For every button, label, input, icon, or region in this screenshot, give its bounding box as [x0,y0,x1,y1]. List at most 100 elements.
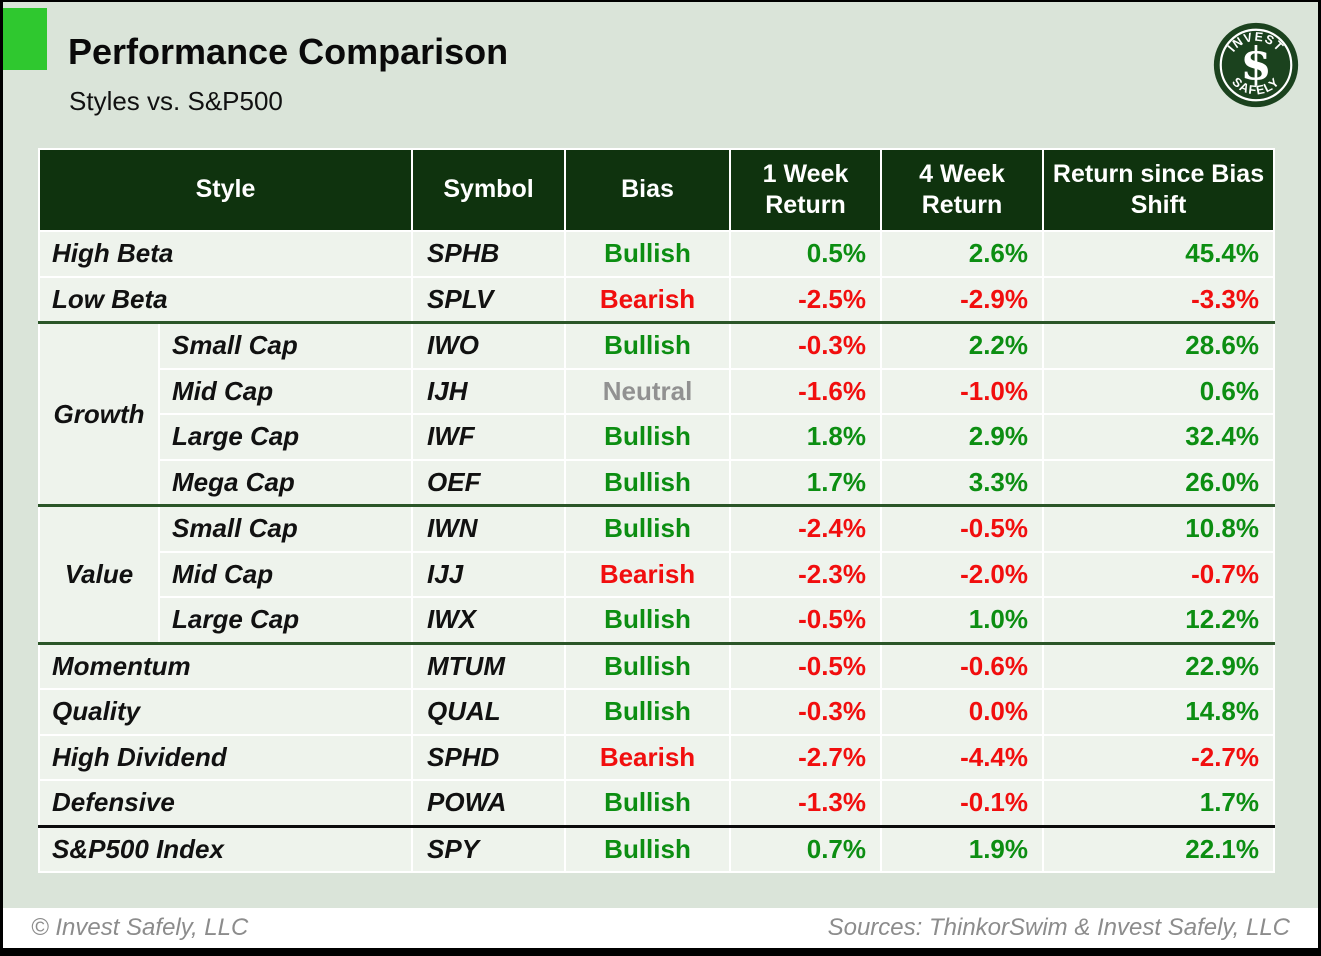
table-row: Defensive POWA Bullish -1.3% -0.1% 1.7% [37,779,1276,828]
symbol-cell: SPHB [411,230,567,278]
style-cell: Low Beta [37,275,414,324]
four-week-return-cell: 1.0% [880,596,1045,645]
four-week-return-cell: 3.3% [880,458,1045,507]
bias-cell: Bullish [564,458,732,507]
return-since-bias-shift-cell: 1.7% [1042,779,1276,828]
table-row: Low Beta SPLV Bearish -2.5% -2.9% -3.3% [37,275,1276,324]
four-week-return-cell: 2.6% [880,230,1045,278]
style-cell: High Beta [37,230,414,278]
symbol-cell: OEF [411,458,567,507]
one-week-return-cell: -1.6% [729,367,883,415]
bias-cell: Bullish [564,779,732,828]
symbol-cell: MTUM [411,642,567,690]
bias-cell: Bullish [564,230,732,278]
style-cell: Quality [37,688,414,736]
symbol-cell: IWN [411,504,567,553]
table-row: High Dividend SPHD Bearish -2.7% -4.4% -2.7% [37,733,1276,781]
invest-safely-logo-icon: INVEST SAFELY $ [1213,22,1299,108]
bias-cell: Bearish [564,550,732,598]
return-since-bias-shift-cell: -0.7% [1042,550,1276,598]
one-week-return-cell: -0.5% [729,596,883,645]
table-row: Large Cap IWX Bullish -0.5% 1.0% 12.2% [39,596,1276,645]
bias-cell: Bullish [564,688,732,736]
style-cell: Mid Cap [157,367,414,415]
return-since-bias-shift-cell: 14.8% [1042,688,1276,736]
sources-text: Sources: ThinkorSwim & Invest Safely, LL… [827,914,1290,941]
one-week-return-cell: -0.3% [729,688,883,736]
symbol-cell: IWX [411,596,567,645]
logo-dollar-monogram: $ [1240,37,1271,90]
return-since-bias-shift-cell: 22.1% [1042,825,1276,873]
header-row: Style Symbol Bias 1 Week Return 4 Week R… [37,148,1276,232]
accent-square [3,8,47,70]
table-row: Value Small Cap IWN Bullish -2.4% -0.5% 10.8% [38,504,1276,645]
four-week-return-cell: 1.9% [880,825,1045,873]
table-row: Quality QUAL Bullish -0.3% 0.0% 14.8% [37,688,1276,736]
bias-cell: Bullish [564,321,732,370]
return-since-bias-shift-cell: 12.2% [1042,596,1276,645]
logo-bottom-text: SAFELY [1229,75,1281,98]
one-week-return-cell: -2.7% [729,733,883,781]
symbol-cell: IJH [411,367,567,415]
bias-cell: Bullish [564,596,732,645]
four-week-return-cell: -0.1% [880,779,1045,828]
bias-cell: Neutral [564,367,732,415]
style-cell: Defensive [37,779,414,828]
page-title: Performance Comparison [68,31,509,72]
table-row: Large Cap IWF Bullish 1.8% 2.9% 32.4% [39,413,1276,461]
return-since-bias-shift-cell: 28.6% [1042,321,1276,370]
svg-text:SAFELY: SAFELY [1229,75,1282,98]
one-week-return-cell: 1.8% [729,413,883,461]
four-week-return-cell: -4.4% [880,733,1045,781]
four-week-return-cell: -2.0% [880,550,1045,598]
style-cell: Mid Cap [157,550,414,598]
symbol-cell: IJJ [411,550,567,598]
return-since-bias-shift-cell: 26.0% [1042,458,1276,507]
table-row: S&P500 Index SPY Bullish 0.7% 1.9% 22.1% [37,825,1276,873]
table-row: Growth Small Cap IWO Bullish -0.3% 2.2% 28.6% [38,321,1276,507]
symbol-cell: QUAL [411,688,567,736]
one-week-return-cell: 0.7% [729,825,883,873]
four-week-return-cell: 0.0% [880,688,1045,736]
symbol-cell: POWA [411,779,567,828]
symbol-cell: SPY [411,825,567,873]
four-week-return-cell: -0.5% [880,504,1045,553]
performance-table-wrap: Style Symbol Bias 1 Week Return 4 Week R… [37,148,1276,873]
style-cell: S&P500 Index [37,825,414,873]
table-row: Mega Cap OEF Bullish 1.7% 3.3% 26.0% [39,458,1276,507]
style-cell: Large Cap [157,413,414,461]
one-week-return-cell: -0.5% [729,642,883,690]
table-body: High Beta SPHB Bullish 0.5% 2.6% 45.4% Low Bet… [37,230,1276,873]
bias-cell: Bearish [564,275,732,324]
bias-cell: Bullish [564,504,732,553]
col-header-return-since-bias-shift: Return since Bias Shift [1042,148,1276,232]
performance-table: Style Symbol Bias 1 Week Return 4 Week R… [37,148,1276,873]
table-row: High Beta SPHB Bullish 0.5% 2.6% 45.4% [37,230,1276,278]
style-group-cell: Growth [38,321,160,507]
table-row: Mid Cap IJH Neutral -1.6% -1.0% 0.6% [39,367,1276,415]
one-week-return-cell: -2.3% [729,550,883,598]
style-group-cell: Value [38,504,160,645]
page-subtitle: Styles vs. S&P500 [69,86,283,116]
table-row: Mid Cap IJJ Bearish -2.3% -2.0% -0.7% [39,550,1276,598]
return-since-bias-shift-cell: 22.9% [1042,642,1276,690]
bias-cell: Bullish [564,413,732,461]
one-week-return-cell: -1.3% [729,779,883,828]
one-week-return-cell: -2.4% [729,504,883,553]
return-since-bias-shift-cell: 0.6% [1042,367,1276,415]
return-since-bias-shift-cell: 45.4% [1042,230,1276,278]
style-cell: Large Cap [157,596,414,645]
four-week-return-cell: 2.9% [880,413,1045,461]
table-row: Momentum MTUM Bullish -0.5% -0.6% 22.9% [37,642,1276,690]
return-since-bias-shift-cell: -2.7% [1042,733,1276,781]
style-cell: High Dividend [37,733,414,781]
one-week-return-cell: -2.5% [729,275,883,324]
col-header-1-week-return: 1 Week Return [729,148,883,232]
style-cell: Momentum [37,642,414,690]
four-week-return-cell: -2.9% [880,275,1045,324]
four-week-return-cell: -0.6% [880,642,1045,690]
return-since-bias-shift-cell: 10.8% [1042,504,1276,553]
col-header-4-week-return: 4 Week Return [880,148,1045,232]
four-week-return-cell: -1.0% [880,367,1045,415]
symbol-cell: IWO [411,321,567,370]
